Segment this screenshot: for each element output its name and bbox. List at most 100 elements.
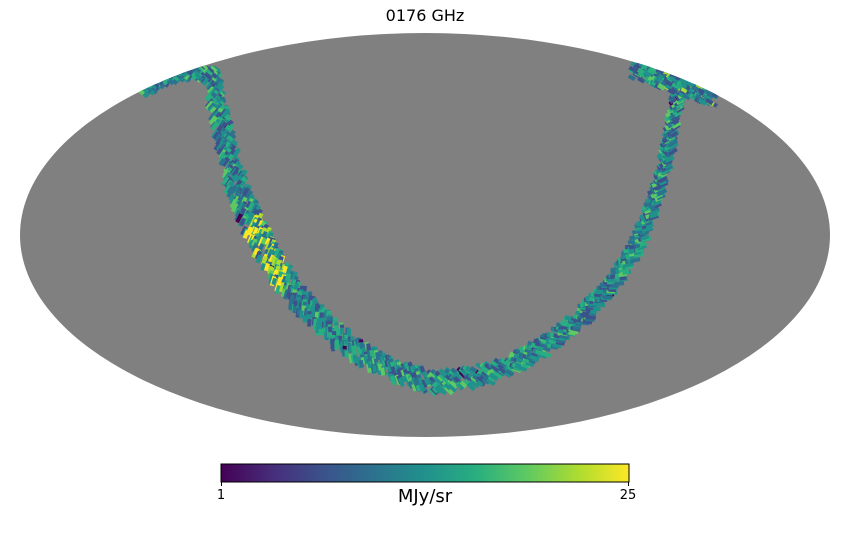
sky-pixel — [153, 73, 162, 81]
sky-pixel — [151, 72, 160, 81]
sky-pixel — [457, 381, 466, 390]
sky-pixel — [675, 68, 683, 78]
colorbar — [220, 463, 630, 483]
sky-pixel — [137, 80, 145, 89]
sky-pixel — [649, 212, 659, 219]
sky-pixel — [674, 66, 681, 75]
sky-pixel — [647, 68, 656, 76]
sky-pixel — [142, 76, 151, 85]
sky-pixel — [167, 69, 176, 78]
sky-pixel — [206, 66, 215, 75]
sky-pixel — [184, 62, 193, 70]
sky-pixel — [158, 72, 167, 80]
sky-pixel — [595, 302, 606, 308]
sky-pixel — [274, 285, 282, 295]
sky-pixel — [667, 63, 675, 74]
sky-pixel — [344, 350, 349, 358]
sky-pixel — [151, 70, 160, 78]
sky-pixel — [671, 63, 679, 72]
sky-pixel — [163, 66, 172, 75]
sky-pixel — [146, 75, 155, 84]
sky-pixel — [172, 63, 181, 71]
sky-pixel — [671, 60, 680, 71]
sky-pixel — [173, 65, 182, 73]
sky-pixel — [670, 87, 679, 94]
sky-pixel — [251, 238, 258, 247]
sky-pixel — [223, 184, 233, 195]
sky-pixel — [672, 65, 680, 75]
sky-pixel — [411, 383, 418, 392]
map-title: 0176 GHz — [385, 6, 465, 25]
sky-pixel — [671, 66, 679, 75]
sky-pixel — [148, 77, 157, 85]
sky-pixel — [397, 377, 405, 388]
sky-pixel — [438, 386, 447, 396]
sky-pixel — [340, 327, 345, 335]
sky-pixel — [209, 106, 217, 114]
sky-pixel — [208, 115, 218, 125]
sky-pixel — [672, 62, 681, 73]
sky-pixel — [235, 174, 243, 183]
sky-pixel — [505, 368, 515, 377]
sky-pixel — [251, 244, 258, 253]
colorbar-max-label: 25 — [619, 488, 637, 503]
sky-pixel — [453, 376, 461, 384]
sky-pixel — [236, 168, 244, 176]
sky-pixel — [656, 188, 668, 196]
sky-pixel — [389, 375, 397, 386]
sky-pixel — [400, 375, 407, 383]
sky-pixel — [673, 66, 680, 75]
sky-pixel — [183, 61, 192, 70]
sky-pixel — [542, 345, 551, 353]
sky-pixel — [358, 359, 365, 368]
sky-pixel — [241, 187, 250, 198]
sky-pixel — [151, 75, 160, 84]
sky-pixel — [380, 367, 386, 376]
sky-pixel — [152, 72, 161, 81]
sky-pixel — [231, 149, 240, 160]
sky-pixel — [145, 77, 154, 86]
sky-pixel — [613, 281, 625, 287]
sky-pixel — [210, 121, 219, 131]
sky-pixel — [489, 373, 499, 382]
sky-pixel — [670, 63, 678, 72]
sky-pixel — [174, 64, 183, 72]
sky-pixel — [235, 213, 244, 224]
sky-pixel — [396, 361, 403, 369]
sky-pixel — [216, 124, 224, 133]
sky-pixel — [153, 71, 162, 79]
sky-pixel — [164, 67, 173, 75]
sky-pixel — [230, 202, 239, 213]
sky-pixel — [298, 310, 304, 319]
sky-pixel — [673, 65, 680, 73]
sky-pixel — [465, 365, 476, 375]
sky-pixel — [466, 382, 476, 392]
sky-pixel — [420, 383, 427, 392]
sky-pixel — [169, 64, 178, 73]
sky-pixel — [271, 277, 277, 286]
sky-pixel — [203, 72, 212, 80]
sky-pixel — [493, 370, 503, 379]
sky-pixel — [676, 68, 685, 79]
sky-pixel — [256, 254, 263, 263]
sky-pixel — [148, 76, 156, 84]
sky-pixel — [541, 351, 552, 358]
sky-pixel — [664, 79, 673, 87]
sky-pixel — [673, 62, 682, 73]
sky-pixel — [174, 66, 183, 74]
sky-pixel — [503, 370, 512, 378]
sky-pixel — [151, 74, 159, 83]
sky-pixel — [434, 385, 443, 395]
sky-pixel — [168, 68, 176, 77]
sky-pixel — [306, 318, 312, 327]
sky-pixel — [415, 384, 422, 392]
sky-pixel — [154, 72, 163, 81]
sky-pixel — [165, 69, 174, 78]
sky-pixel — [673, 67, 682, 78]
sky-pixel — [459, 380, 468, 389]
sky-pixel — [159, 71, 168, 79]
sky-pixel — [152, 71, 161, 79]
sky-pixel — [226, 188, 235, 199]
sky-pixel — [204, 92, 213, 102]
sky-pixel — [161, 66, 170, 75]
